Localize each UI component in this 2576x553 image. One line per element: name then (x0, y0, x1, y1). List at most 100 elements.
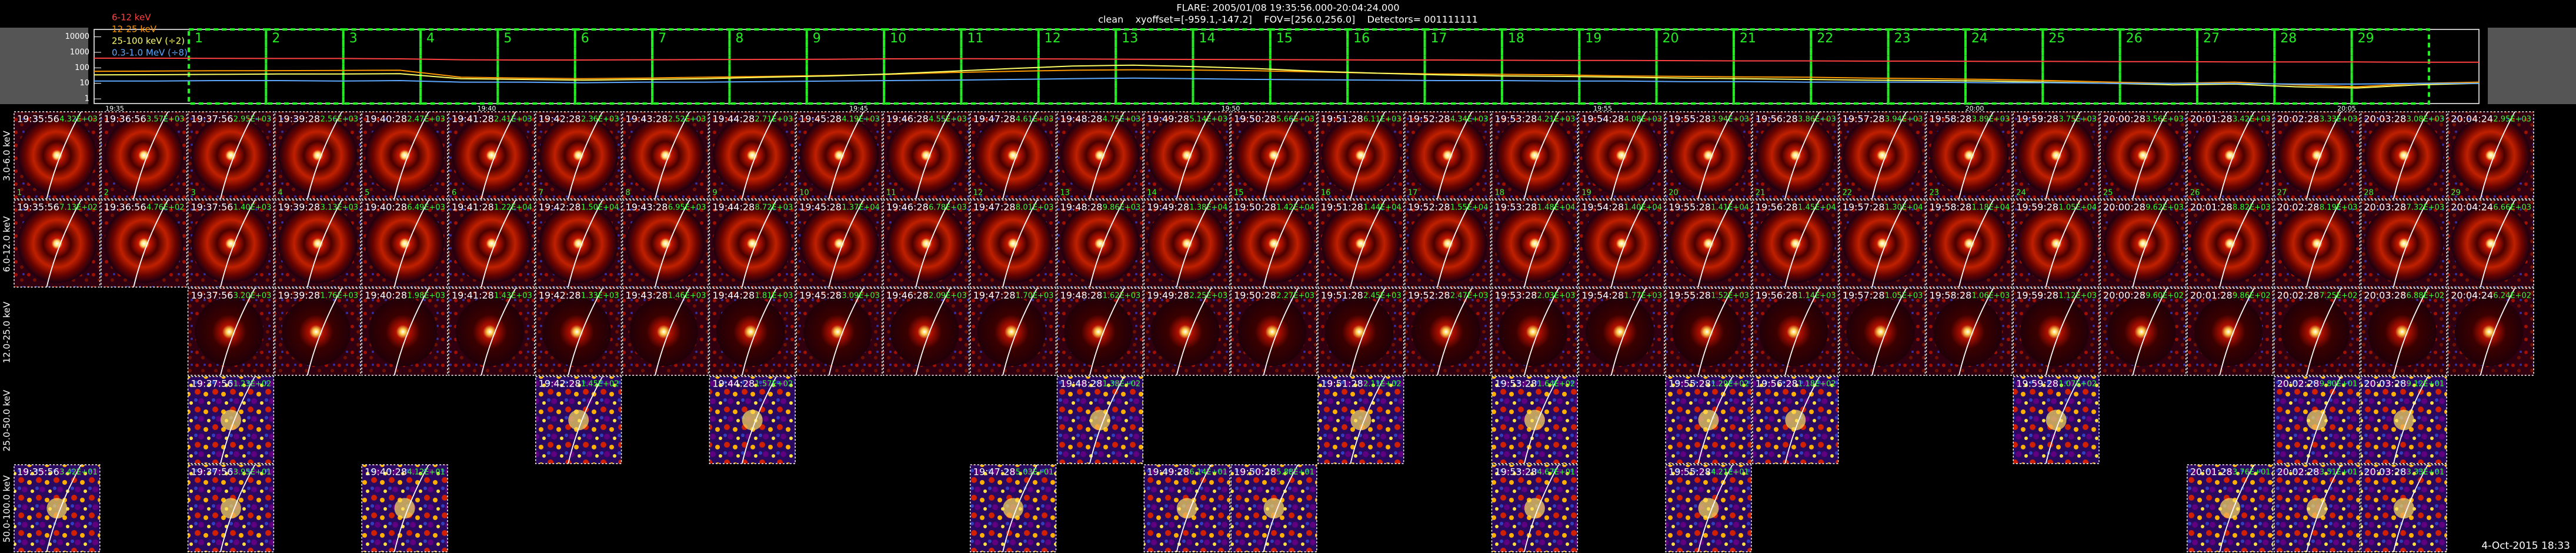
interval-number: 4 (426, 31, 435, 46)
tile-border (1926, 199, 2013, 288)
tile-interval: 8 (626, 189, 630, 198)
tile-interval: 17 (1408, 189, 1418, 198)
tile-border (2187, 111, 2274, 199)
solar-limb (306, 199, 342, 288)
tile-peak: 1.38E+04 (1190, 204, 1228, 212)
tile-interval: 12 (973, 189, 983, 198)
tile-interval: 19 (1581, 189, 1591, 198)
image-tile: 19:56:28 3.86E+03 21 (1752, 111, 1839, 199)
tile-time: 19:36:56 (104, 114, 146, 125)
image-tile: 19:44:28 1.57E+02 (709, 376, 796, 464)
tile-time: 19:54:28 (1581, 290, 1624, 301)
source-image (1234, 204, 1314, 284)
tile-border (2013, 376, 2100, 464)
tile-border (2360, 376, 2447, 464)
interval-number: 29 (2358, 31, 2374, 46)
source-image (1582, 204, 1661, 284)
solar-limb (1958, 199, 1994, 288)
image-tile: 19:37:56 2.95E+03 3 (187, 111, 275, 199)
tile-border (622, 199, 709, 288)
tile-time: 19:55:28 (1669, 202, 1711, 213)
image-tile: 19:48:28 1.62E+03 (1056, 288, 1144, 376)
tile-border (2360, 464, 2447, 552)
tile-peak: 1.05E+04 (2058, 204, 2097, 212)
solar-limb (2219, 199, 2255, 288)
tile-peak: 2.09E+03 (929, 292, 967, 301)
image-tile: 20:04:24 6.24E+02 (2447, 288, 2534, 376)
image-tile: 19:47:28 5.03E+01 (969, 464, 1057, 552)
source-image (973, 204, 1053, 284)
tile-peak: 6.78E+03 (929, 204, 967, 212)
solar-limb (568, 288, 603, 376)
image-tile: 19:37:56 3.20E+03 (187, 288, 275, 376)
solar-limb (1350, 376, 1386, 464)
x-tick-label: 19:35 (105, 105, 124, 112)
tile-peak: 2.25E+03 (1190, 292, 1228, 301)
source-image (1785, 409, 1806, 431)
source-image (2046, 409, 2067, 431)
tile-interval: 10 (799, 189, 809, 198)
tile-time: 19:55:28 (1669, 290, 1711, 301)
x-tick-label: 19:40 (478, 105, 496, 112)
tile-peak: 4.32E+03 (59, 115, 98, 124)
interval-number: 27 (2203, 31, 2220, 46)
solar-limb (2393, 288, 2428, 376)
tile-time: 19:51:28 (1321, 202, 1363, 213)
tile-time: 19:41:28 (452, 290, 494, 301)
tile-border (1056, 376, 1144, 464)
source-image (742, 409, 763, 431)
image-tile: 19:48:28 4.75E+03 13 (1056, 111, 1144, 199)
image-tile: 19:57:28 1.05E+03 (1838, 288, 1926, 376)
tile-border (796, 111, 883, 199)
solar-limb (915, 111, 951, 199)
image-tile: 19:55:28 1.29E+02 (1665, 376, 1752, 464)
tile-border (1665, 464, 1752, 552)
tile-peak: 3.09E+03 (842, 292, 880, 301)
row-label: 25.0-50.0 keV (2, 389, 12, 451)
source-image (104, 204, 183, 284)
tile-time: 19:49:28 (1147, 467, 1189, 478)
tile-border (14, 111, 101, 199)
image-tile: 20:03:28 3.08E+03 28 (2360, 111, 2447, 199)
image-tile: 19:37:56 3.95E+01 (187, 464, 275, 552)
interval-number: 28 (2280, 31, 2297, 46)
solar-limb (1610, 288, 1646, 376)
tile-border (1056, 199, 1144, 288)
interval-box (728, 28, 808, 105)
solar-limb (1437, 288, 1473, 376)
tile-border (14, 199, 101, 288)
source-image (2017, 115, 2096, 195)
tile-time: 20:04:24 (2451, 290, 2493, 301)
interval-box (1887, 28, 1967, 105)
tile-time: 19:55:28 (1669, 467, 1711, 478)
image-tile: 19:39:28 1.76E+03 (274, 288, 361, 376)
tile-time: 19:47:28 (973, 202, 1016, 213)
image-tile: 19:54:28 4.08E+03 19 (1578, 111, 1665, 199)
tile-peak: 1.14E+03 (1798, 292, 1836, 301)
tile-peak: 3.75E+03 (2058, 115, 2097, 124)
interval-box (1500, 28, 1581, 105)
legend-entry: 25-100 keV (÷2) (112, 36, 185, 46)
tile-border (2360, 288, 2447, 376)
tile-peak: 7.25E+02 (2320, 292, 2358, 301)
tile-time: 20:03:28 (2364, 378, 2406, 389)
solar-limb (1697, 376, 1733, 464)
image-tile: 20:01:28 3.42E+03 26 (2187, 111, 2274, 199)
source-image (886, 115, 966, 195)
tile-time: 19:37:56 (191, 202, 233, 213)
image-tile: 19:36:56 3.57E+03 2 (101, 111, 188, 199)
tile-time: 19:56:28 (1756, 202, 1798, 213)
source-image (1147, 204, 1227, 284)
interval-number: 24 (1971, 31, 1988, 46)
row-label: 6.0-12.0 keV (2, 216, 12, 272)
tile-time: 19:57:28 (1843, 202, 1885, 213)
tile-border (1491, 199, 1579, 288)
tile-border (796, 288, 883, 376)
image-tile: 19:50:28 5.66E+03 15 (1230, 111, 1317, 199)
tile-border (796, 199, 883, 288)
tile-time: 19:37:56 (191, 290, 233, 301)
subtitle: clean xyoffset=[-959.1,-147.2] FOV=[256.… (1098, 14, 1478, 25)
image-tile: 19:50:28 1.42E+04 (1230, 199, 1317, 288)
tile-peak: 4.12E+01 (407, 468, 445, 477)
